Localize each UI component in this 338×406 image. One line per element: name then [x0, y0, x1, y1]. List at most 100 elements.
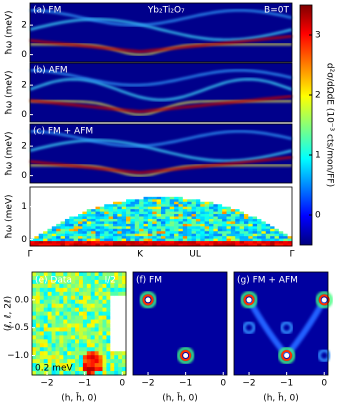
intensity-cell — [98, 367, 103, 372]
intensity-cell — [75, 363, 80, 368]
intensity-cell — [195, 221, 201, 225]
intensity-cell — [126, 211, 131, 215]
intensity-cell — [79, 299, 84, 305]
no-data — [261, 187, 267, 190]
no-data — [270, 191, 276, 195]
intensity-cell — [161, 199, 166, 203]
intensity-cell — [78, 233, 83, 237]
no-data — [261, 204, 267, 208]
colorbar — [299, 4, 313, 246]
intensity-cell — [191, 223, 197, 227]
intensity-cell — [130, 236, 136, 240]
intensity-cell — [235, 216, 241, 220]
intensity-cell — [143, 236, 149, 240]
no-data — [104, 189, 110, 193]
intensity-cell — [152, 201, 158, 205]
no-data — [248, 199, 254, 203]
no-data — [47, 211, 53, 215]
panel-label: (c) FM + AFM — [33, 127, 93, 137]
no-data — [34, 218, 40, 222]
intensity-cell — [187, 228, 193, 232]
no-data — [34, 233, 40, 237]
intensity-cell — [187, 218, 193, 222]
no-data — [122, 327, 127, 332]
no-data — [64, 187, 70, 190]
intensity-cell — [112, 243, 118, 247]
intensity-cell — [110, 279, 115, 285]
annotation: Yb₂Ti₂O₇ — [147, 6, 185, 16]
no-data — [43, 221, 48, 225]
no-data — [51, 221, 57, 225]
intensity-cell — [82, 291, 88, 297]
intensity-cell — [248, 216, 254, 220]
intensity-cell — [187, 201, 193, 205]
intensity-cell — [187, 214, 193, 217]
intensity-cell — [71, 303, 76, 309]
intensity-cell — [187, 231, 193, 235]
intensity-cell — [47, 323, 53, 328]
intensity-cell — [82, 233, 88, 237]
intensity-cell — [32, 343, 37, 348]
intensity-cell — [79, 371, 84, 376]
intensity-cell — [106, 307, 111, 313]
no-data — [104, 196, 110, 200]
no-data — [82, 189, 88, 193]
intensity-cell — [43, 303, 49, 309]
intensity-cell — [63, 355, 68, 360]
intensity-cell — [178, 218, 184, 222]
intensity-cell — [114, 275, 119, 281]
intensity-cell — [78, 216, 83, 220]
no-data — [243, 187, 249, 190]
intensity-cell — [200, 218, 206, 222]
intensity-cell — [43, 359, 49, 364]
intensity-cell — [222, 214, 227, 217]
intensity-cell — [73, 228, 79, 232]
intensity-cell — [217, 241, 223, 245]
intensity-cell — [169, 209, 175, 213]
intensity-cell — [59, 283, 64, 289]
no-data — [86, 206, 92, 210]
intensity-cell — [147, 214, 153, 217]
intensity-cell — [39, 331, 45, 336]
intensity-cell — [204, 228, 210, 232]
intensity-cell — [75, 303, 80, 309]
intensity-cell — [200, 233, 206, 237]
intensity-cell — [82, 216, 88, 220]
intensity-cell — [191, 211, 197, 215]
intensity-cell — [169, 218, 175, 222]
no-data — [283, 194, 289, 198]
intensity-cell — [43, 371, 49, 376]
intensity-cell — [86, 335, 92, 340]
intensity-cell — [191, 216, 197, 220]
no-data — [209, 189, 214, 193]
intensity-cell — [82, 363, 88, 368]
intensity-cell — [71, 359, 76, 364]
intensity-cell — [108, 221, 114, 225]
intensity-cell — [55, 295, 60, 301]
intensity-cell — [99, 238, 105, 242]
intensity-cell — [60, 236, 66, 240]
no-data — [248, 204, 254, 208]
intensity-cell — [265, 236, 271, 240]
intensity-cell — [82, 214, 88, 217]
intensity-cell — [95, 231, 101, 235]
intensity-cell — [108, 218, 114, 222]
no-data — [122, 299, 127, 305]
no-data — [274, 187, 280, 190]
intensity-cell — [126, 204, 131, 208]
intensity-cell — [252, 243, 258, 247]
intensity-cell — [112, 241, 118, 245]
intensity-cell — [55, 291, 60, 297]
intensity-cell — [63, 311, 68, 317]
no-data — [86, 191, 92, 195]
intensity-cell — [82, 319, 88, 324]
intensity-cell — [39, 359, 45, 364]
no-data — [230, 189, 236, 193]
intensity-cell — [191, 209, 197, 213]
intensity-cell — [209, 218, 214, 222]
intensity-cell — [278, 243, 284, 247]
no-data — [270, 189, 276, 193]
intensity-cell — [86, 319, 92, 324]
intensity-cell — [165, 243, 171, 247]
no-data — [43, 223, 48, 227]
